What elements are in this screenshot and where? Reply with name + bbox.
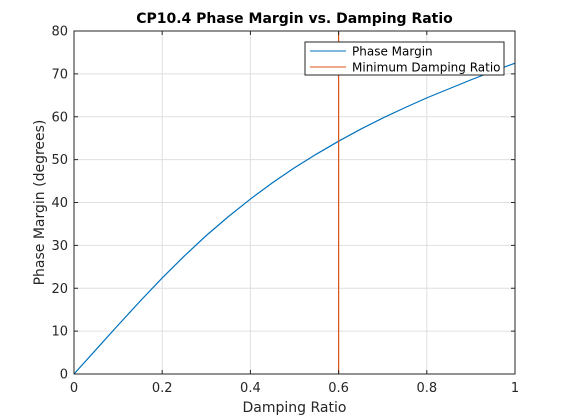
x-tick-label: 0.8 [416, 381, 437, 396]
y-tick-label: 80 [51, 25, 68, 40]
chart-title: CP10.4 Phase Margin vs. Damping Ratio [136, 11, 453, 27]
y-tick-label: 10 [51, 325, 68, 340]
legend-label-minimum-damping-ratio: Minimum Damping Ratio [352, 61, 501, 75]
y-tick-label: 20 [51, 282, 68, 297]
axis-ticks [73, 30, 516, 375]
y-tick-label: 0 [60, 368, 68, 383]
legend: Phase Margin Minimum Damping Ratio [304, 41, 505, 76]
legend-box [304, 41, 505, 76]
y-axis-label: Phase Margin (degrees) [32, 120, 48, 286]
y-tick-label: 30 [51, 239, 68, 254]
y-tick-label: 60 [51, 110, 68, 125]
x-tick-label: 0.2 [152, 381, 173, 396]
x-tick-label: 0 [70, 381, 78, 396]
series-layer [73, 31, 516, 375]
y-tick-label: 70 [51, 67, 68, 82]
x-tick-label: 1 [511, 381, 519, 396]
series-line-phase-margin [73, 62, 516, 375]
y-tick-label: 50 [51, 153, 68, 168]
x-tick-labels: 0 0.2 0.4 0.6 0.8 1 [70, 381, 519, 396]
y-tick-labels: 0 10 20 30 40 50 60 70 80 [51, 25, 68, 383]
legend-label-phase-margin: Phase Margin [352, 45, 433, 59]
x-axis-label: Damping Ratio [243, 400, 347, 416]
y-tick-label: 40 [51, 196, 68, 211]
x-tick-label: 0.4 [240, 381, 261, 396]
x-tick-label: 0.6 [328, 381, 349, 396]
